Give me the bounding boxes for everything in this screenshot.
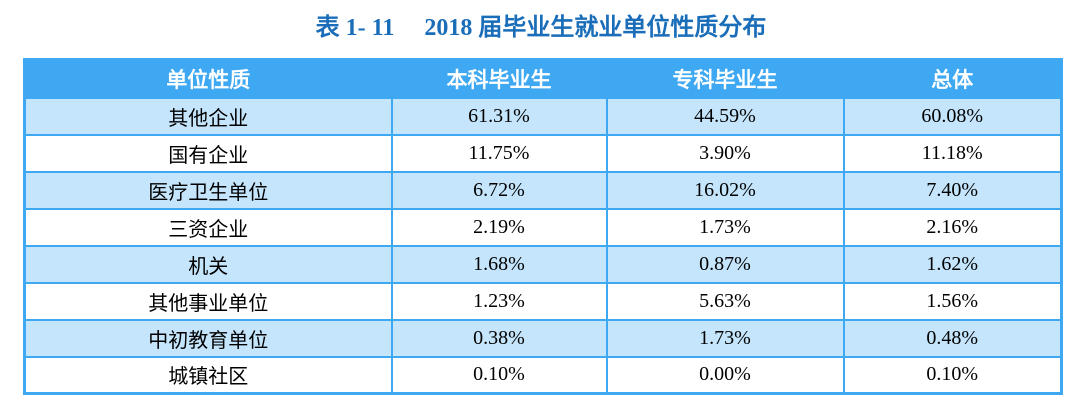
value-cell: 3.90% <box>605 133 845 173</box>
category-cell: 国有企业 <box>23 133 393 173</box>
header-junior-college: 专科毕业生 <box>605 58 845 99</box>
table-number-label: 表 1- 11 <box>315 15 395 41</box>
value-cell: 6.72% <box>390 170 608 210</box>
table-row: 国有企业 11.75% 3.90% 11.18% <box>23 133 1063 173</box>
value-cell: 0.00% <box>605 355 845 395</box>
value-cell: 2.16% <box>842 207 1063 247</box>
value-cell: 7.40% <box>842 170 1063 210</box>
header-row: 单位性质 本科毕业生 专科毕业生 总体 <box>23 58 1063 99</box>
header-unit-nature: 单位性质 <box>23 58 393 99</box>
table-title: 表 1- 11 2018 届毕业生就业单位性质分布 <box>0 11 1082 45</box>
value-cell: 1.68% <box>390 244 608 284</box>
table-row: 城镇社区 0.10% 0.00% 0.10% <box>23 355 1063 395</box>
value-cell: 0.38% <box>390 318 608 358</box>
value-cell: 11.18% <box>842 133 1063 173</box>
category-cell: 其他企业 <box>23 96 393 136</box>
value-cell: 1.73% <box>605 318 845 358</box>
table-row: 中初教育单位 0.38% 1.73% 0.48% <box>23 318 1063 358</box>
category-cell: 三资企业 <box>23 207 393 247</box>
value-cell: 0.10% <box>842 355 1063 395</box>
table-row: 其他事业单位 1.23% 5.63% 1.56% <box>23 281 1063 321</box>
value-cell: 1.56% <box>842 281 1063 321</box>
value-cell: 44.59% <box>605 96 845 136</box>
value-cell: 1.23% <box>390 281 608 321</box>
category-cell: 其他事业单位 <box>23 281 393 321</box>
value-cell: 5.63% <box>605 281 845 321</box>
table-caption: 2018 届毕业生就业单位性质分布 <box>424 15 767 41</box>
category-cell: 中初教育单位 <box>23 318 393 358</box>
table-row: 其他企业 61.31% 44.59% 60.08% <box>23 96 1063 136</box>
value-cell: 61.31% <box>390 96 608 136</box>
value-cell: 0.10% <box>390 355 608 395</box>
category-cell: 机关 <box>23 244 393 284</box>
employment-unit-distribution-table: 单位性质 本科毕业生 专科毕业生 总体 其他企业 61.31% 44.59% 6… <box>23 58 1063 395</box>
value-cell: 1.73% <box>605 207 845 247</box>
header-overall: 总体 <box>842 58 1063 99</box>
value-cell: 0.87% <box>605 244 845 284</box>
value-cell: 11.75% <box>390 133 608 173</box>
category-cell: 城镇社区 <box>23 355 393 395</box>
value-cell: 2.19% <box>390 207 608 247</box>
header-undergraduate: 本科毕业生 <box>390 58 608 99</box>
value-cell: 0.48% <box>842 318 1063 358</box>
value-cell: 60.08% <box>842 96 1063 136</box>
table-row: 三资企业 2.19% 1.73% 2.16% <box>23 207 1063 247</box>
table-row: 医疗卫生单位 6.72% 16.02% 7.40% <box>23 170 1063 210</box>
value-cell: 16.02% <box>605 170 845 210</box>
value-cell: 1.62% <box>842 244 1063 284</box>
category-cell: 医疗卫生单位 <box>23 170 393 210</box>
table-row: 机关 1.68% 0.87% 1.62% <box>23 244 1063 284</box>
